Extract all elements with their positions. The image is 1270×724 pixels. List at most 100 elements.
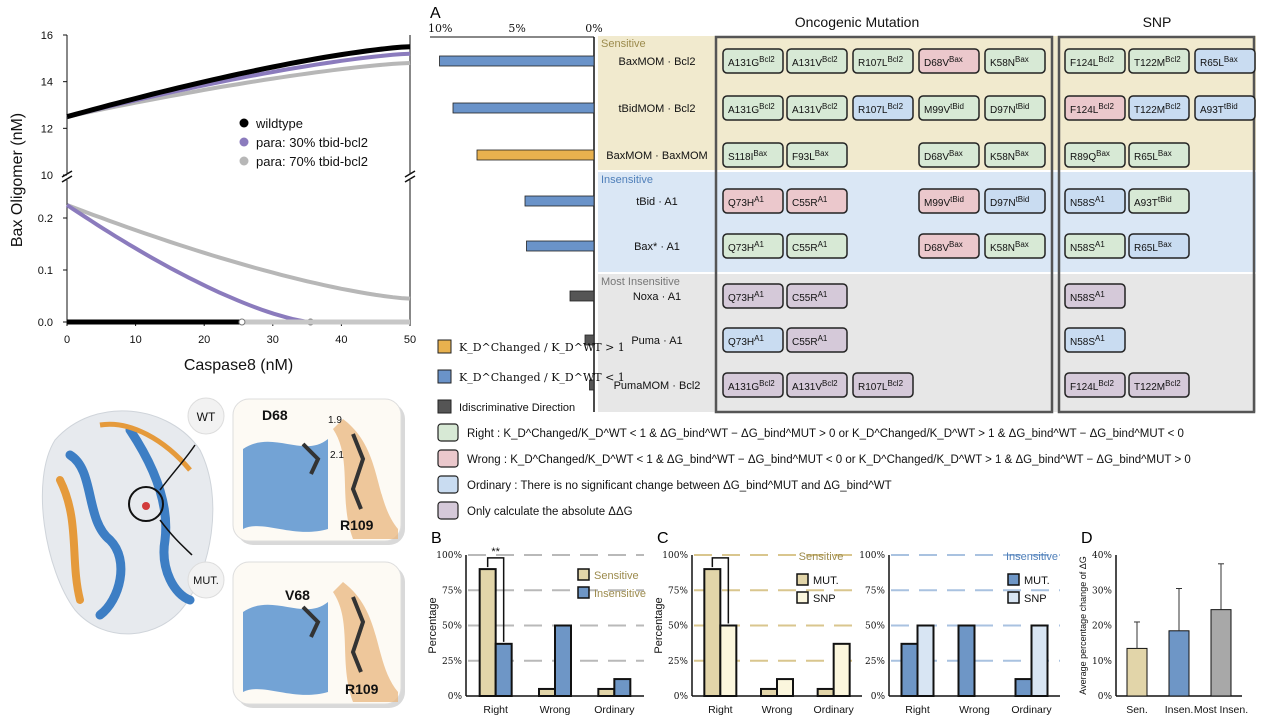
bar-tick-label: 0% — [585, 22, 602, 35]
bar-legend-swatch — [437, 399, 452, 414]
mutation-cell — [1064, 95, 1126, 121]
mutation-cell — [722, 327, 784, 353]
y-tick-label: 12 — [41, 123, 53, 135]
mutation-cell — [984, 188, 1046, 214]
mutation-cell — [852, 48, 914, 74]
group-label: Sensitive — [601, 38, 646, 50]
helix-blue — [65, 450, 126, 620]
legend-swatch — [796, 573, 809, 586]
mutation-label: A131GBcl2 — [728, 379, 775, 393]
mutation-cell — [1194, 48, 1256, 74]
legend-label: para: 30% tbid-bcl2 — [256, 135, 368, 150]
y-tick-label: 0.1 — [38, 265, 53, 277]
mutation-label: N58SA1 — [1070, 290, 1105, 304]
bar-rect — [452, 102, 595, 114]
category-legend-swatch — [437, 449, 459, 468]
x-tick-label: 30 — [267, 334, 279, 346]
mut-residue-2: R109 — [345, 681, 379, 697]
bar — [816, 687, 835, 698]
panel-letter: B — [431, 530, 442, 547]
mutation-cell — [1194, 95, 1256, 121]
mutation-label: A131GBcl2 — [728, 102, 775, 116]
bar-rect — [526, 240, 595, 252]
mutation-cell — [786, 95, 848, 121]
mutation-label: R107LBcl2 — [858, 379, 904, 393]
y-axis-title: Bax Oligomer (nM) — [9, 113, 26, 247]
category-legend-label: Right : K_D^Changed/K_D^WT < 1 & ΔG_bind… — [467, 428, 1184, 440]
loop-orange — [99, 421, 192, 472]
legend-marker — [239, 118, 249, 128]
bar — [703, 568, 722, 697]
y-tick-label: 100% — [436, 551, 462, 561]
mutation-label: T122MBcl2 — [1134, 379, 1181, 393]
column-header: SNP — [1143, 14, 1172, 30]
y-tick-label: 0% — [1098, 692, 1113, 702]
category-legend-swatch — [437, 423, 459, 442]
x-tick-label: Ordinary — [1011, 704, 1052, 716]
x-tick-label: 20 — [198, 334, 210, 346]
mutation-label: A93TtBid — [1134, 195, 1172, 209]
bar — [832, 642, 851, 698]
y-tick-label: 50% — [668, 622, 688, 632]
mutation-label: A131VBcl2 — [792, 55, 838, 69]
legend-swatch — [577, 586, 590, 599]
y-tick-label: 30% — [1092, 586, 1112, 596]
y-tick-label: 75% — [865, 586, 885, 596]
mutation-label: A131GBcl2 — [728, 55, 775, 69]
mutation-cell — [984, 48, 1046, 74]
legend-swatch — [577, 568, 590, 581]
bar — [538, 687, 556, 698]
column-header: Oncogenic Mutation — [795, 14, 920, 30]
mutation-label: M99VtBid — [924, 102, 964, 116]
y-tick-label: 25% — [865, 657, 885, 667]
bar-legend-swatch — [437, 339, 452, 354]
significance-bracket — [711, 557, 730, 624]
mutation-cell — [1128, 233, 1190, 259]
legend-swatch — [796, 591, 809, 604]
mutation-label: F124LBcl2 — [1070, 55, 1114, 69]
bar — [1014, 678, 1033, 698]
mutation-cell — [722, 283, 784, 309]
row-label: BaxMOM · Bcl2 — [618, 56, 695, 68]
mutation-cell — [786, 188, 848, 214]
legend-label: MUT. — [813, 575, 839, 587]
row-label: PumaMOM · Bcl2 — [614, 380, 701, 392]
mutation-cell — [1128, 372, 1190, 398]
mutation-cell — [852, 372, 914, 398]
y-tick-label: 14 — [41, 77, 53, 89]
mutation-label: D97NtBid — [990, 102, 1029, 116]
bar-rect — [524, 195, 595, 207]
y-axis-title: Percentage — [427, 597, 439, 653]
wt-bubble — [187, 397, 225, 435]
y-tick-label: 100% — [662, 551, 688, 561]
x-tick-label: Ordinary — [814, 704, 855, 716]
mutation-label: D68VBax — [924, 149, 963, 163]
mutation-label: M99VtBid — [924, 195, 964, 209]
onco-frame — [714, 35, 1054, 414]
mutation-cell — [918, 233, 980, 259]
y-tick-label: 100% — [859, 551, 885, 561]
row-label: Bax* · A1 — [634, 241, 680, 253]
mutation-label: F124LBcl2 — [1070, 379, 1114, 393]
mutation-cell — [1128, 48, 1190, 74]
row-label: tBid · A1 — [636, 196, 678, 208]
x-tick-label: 0 — [64, 334, 70, 346]
mutation-cell — [722, 233, 784, 259]
x-tick-label: 40 — [335, 334, 347, 346]
mutation-cell — [984, 142, 1046, 168]
bar-tick-label: 5% — [508, 22, 525, 35]
category-legend-swatch — [437, 475, 459, 494]
row-label: Noxa · A1 — [633, 291, 681, 303]
mutation-cell — [786, 48, 848, 74]
mutation-cell — [1064, 233, 1126, 259]
panel-letter: D — [1081, 530, 1093, 547]
y-tick-label: 16 — [41, 30, 53, 42]
mutation-cell — [786, 142, 848, 168]
bar-rect — [589, 379, 595, 391]
x-tick-label: Wrong — [540, 704, 571, 716]
y-tick-label: 40% — [1092, 551, 1112, 561]
y-tick-label: 50% — [442, 622, 462, 632]
axis-break-mark — [61, 175, 73, 183]
y-axis-title: Average percentage change of ΔG — [1078, 556, 1088, 694]
axis-break-mark — [404, 175, 416, 183]
